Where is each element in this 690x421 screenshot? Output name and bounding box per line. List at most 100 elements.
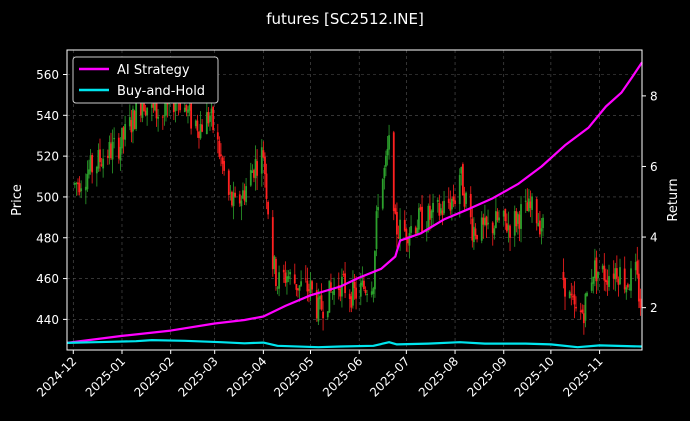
candle-body: [333, 287, 335, 296]
x-tick-label: 2025-01: [83, 354, 128, 399]
candle-body: [447, 198, 450, 203]
candle-body: [542, 217, 544, 229]
candle-body: [487, 222, 489, 225]
candle-body: [474, 228, 477, 236]
candle-body: [619, 267, 621, 285]
y-left-tick-label: 560: [36, 68, 59, 82]
candle-body: [77, 182, 79, 185]
candle-body: [308, 289, 310, 291]
candle-body: [584, 293, 587, 321]
candle-body: [385, 155, 387, 167]
candle-body: [535, 199, 538, 224]
candle-body: [449, 202, 452, 211]
candle-body: [78, 183, 81, 193]
candle-body: [614, 268, 617, 280]
candle-body: [414, 227, 417, 234]
candle-body: [408, 233, 411, 246]
candle-body: [113, 138, 116, 140]
candle-body: [216, 132, 219, 140]
candle-body: [397, 237, 400, 239]
candle-body: [531, 196, 533, 210]
candle-body: [80, 188, 83, 192]
candle-body: [626, 284, 629, 288]
candle-body: [494, 211, 497, 229]
candle-body: [441, 210, 444, 215]
y-axis-label-left: Price: [10, 184, 25, 216]
candle-body: [97, 150, 100, 169]
candle-body: [121, 127, 123, 149]
candle-body: [75, 182, 78, 184]
candle-body: [128, 117, 131, 127]
candle-body: [339, 288, 342, 297]
candle-body: [463, 193, 466, 207]
candle-body: [615, 268, 618, 279]
candle-body: [617, 278, 620, 285]
candle-body: [491, 222, 494, 234]
candle-body: [254, 159, 257, 179]
candle-body: [144, 110, 147, 115]
x-tick-label: 2024-12: [34, 354, 79, 399]
candle-body: [430, 210, 433, 219]
candle-body: [505, 223, 508, 232]
candle-body: [419, 207, 422, 210]
candle-body: [205, 112, 208, 134]
candle-body: [221, 157, 224, 164]
candle-body: [187, 109, 189, 113]
candle-body: [165, 99, 167, 116]
candle-body: [465, 192, 467, 204]
candle-body: [249, 169, 252, 186]
candle-body: [209, 115, 211, 122]
candle-body: [111, 141, 114, 160]
candle-body: [89, 155, 92, 172]
candle-body: [396, 211, 398, 235]
x-tick-label: 2025-07: [367, 354, 412, 399]
y-left-tick-label: 500: [36, 190, 59, 204]
candle-body: [458, 175, 461, 205]
candle-body: [295, 284, 298, 290]
candle-body: [132, 108, 134, 132]
candle-body: [348, 293, 351, 299]
candle-body: [155, 103, 158, 119]
candle-body: [586, 292, 588, 296]
candle-body: [238, 194, 241, 204]
candle-body: [143, 101, 145, 112]
candle-body: [513, 211, 516, 236]
y-right-tick-label: 6: [650, 160, 658, 174]
candle-body: [429, 205, 431, 220]
candle-body: [639, 298, 642, 308]
candle-body: [564, 277, 566, 297]
candle-body: [597, 271, 599, 279]
candle-body: [100, 164, 103, 166]
candle-body: [403, 219, 406, 231]
x-tick-label: 2025-09: [465, 354, 510, 399]
candle-body: [276, 287, 279, 289]
candle-body: [102, 158, 105, 169]
candle-body: [135, 103, 138, 129]
candle-body: [227, 170, 230, 196]
candle-body: [188, 105, 191, 111]
candle-body: [363, 280, 365, 290]
candle-body: [472, 226, 475, 243]
legend-label-buy-and-hold: Buy-and-Hold: [117, 84, 205, 99]
candle-body: [509, 225, 511, 238]
candle-body: [381, 179, 384, 209]
candle-body: [383, 168, 386, 179]
candle-body: [483, 217, 486, 225]
candle-body: [297, 288, 299, 291]
candle-body: [443, 200, 445, 214]
candle-body: [432, 203, 434, 213]
candle-body: [223, 161, 226, 171]
candle-body: [520, 204, 522, 229]
candle-body: [84, 186, 87, 191]
candle-body: [150, 104, 153, 108]
candle-body: [91, 155, 94, 173]
candle-body: [421, 206, 423, 232]
candle-body: [212, 106, 215, 131]
candle-body: [623, 268, 626, 290]
candle-body: [416, 227, 419, 235]
candle-body: [342, 273, 345, 275]
candle-body: [271, 217, 274, 270]
candle-body: [110, 143, 112, 159]
x-tick-label: 2025-05: [271, 354, 316, 399]
